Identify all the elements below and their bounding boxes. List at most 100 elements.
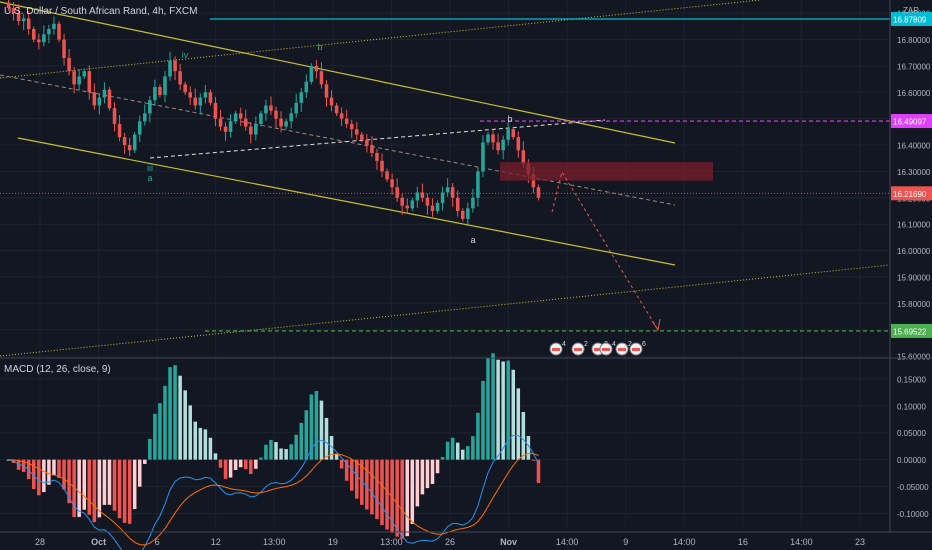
macd-histogram-bar	[339, 459, 344, 469]
candle-body	[183, 84, 187, 93]
candle-body	[506, 129, 510, 140]
candle-body	[102, 89, 107, 98]
candle-body	[132, 134, 137, 151]
candle-body	[77, 76, 81, 85]
macd-histogram-bar	[259, 457, 263, 460]
candle-body	[471, 197, 475, 209]
price-label: 16.87809	[893, 15, 927, 24]
x-tick-label: 6	[155, 537, 160, 547]
macd-histogram-bar	[284, 449, 288, 460]
candle-body	[47, 29, 51, 35]
event-marker-flag	[632, 348, 640, 351]
event-marker-count: 6	[642, 341, 646, 348]
x-tick-label: 16	[738, 537, 748, 547]
macd-histogram-bar	[400, 459, 404, 539]
channel-lower	[17, 137, 676, 266]
candle-body	[218, 118, 223, 127]
macd-histogram-bar	[168, 367, 172, 460]
macd-histogram-bar	[299, 422, 304, 460]
macd-histogram-bar	[208, 437, 213, 460]
candle-body	[57, 23, 61, 40]
macd-histogram-bar	[289, 444, 293, 460]
macd-histogram-bar	[344, 459, 349, 481]
candle-body	[314, 65, 319, 72]
candle-body	[21, 18, 26, 22]
macd-histogram-bar	[466, 446, 470, 460]
candle-body	[279, 118, 283, 127]
channel-outer-bottom	[0, 264, 891, 357]
macd-histogram-bar	[82, 459, 86, 510]
candle-body	[516, 137, 521, 151]
macd-histogram-bar	[198, 427, 203, 460]
candle-body	[203, 92, 208, 98]
candle-body	[107, 89, 112, 109]
macd-histogram-bar	[455, 442, 460, 460]
macd-histogram-bar	[87, 459, 92, 515]
candle-body	[536, 187, 541, 198]
candle-body	[440, 192, 445, 204]
candle-body	[42, 34, 46, 43]
event-marker-flag	[594, 348, 602, 351]
wave-label: iii	[147, 163, 153, 173]
price-label: 16.21690	[893, 190, 927, 199]
candle-body	[339, 113, 344, 119]
macd-histogram-bar	[329, 436, 334, 460]
macd-histogram-bar	[536, 459, 541, 483]
candle-body	[137, 121, 142, 135]
y-tick-label: 16.30000	[897, 168, 931, 177]
x-tick-label: 14:00	[673, 537, 696, 547]
candles	[6, 0, 541, 227]
wave-label: iv	[182, 50, 189, 60]
symbol-title[interactable]: U.S. Dollar / South African Rand, 4h, FX…	[4, 6, 198, 17]
candle-body	[158, 87, 162, 95]
candle-body	[289, 113, 293, 122]
candle-body	[143, 113, 147, 122]
trend-channels	[0, 0, 891, 357]
macd-histogram-bar	[410, 459, 415, 525]
candle-body	[511, 129, 516, 138]
candle-body	[415, 192, 420, 201]
candle-body	[329, 97, 334, 106]
macd-histogram-bar	[511, 369, 516, 460]
candle-body	[355, 129, 359, 135]
y-tick-label: 15.60000	[897, 353, 931, 362]
candle-body	[455, 197, 460, 211]
macd-title[interactable]: MACD (12, 26, close, 9)	[4, 364, 111, 375]
macd-histogram-bar	[228, 459, 233, 478]
candle-body	[37, 39, 41, 43]
candle-body	[178, 71, 182, 85]
price-label: 16.49097	[893, 118, 927, 127]
macd-histogram-bar	[183, 390, 187, 460]
macd-histogram-bar	[77, 459, 81, 518]
macd-tick-label: -0.05000	[897, 483, 929, 492]
macd-histogram-bar	[107, 459, 112, 505]
macd-histogram-bar	[42, 459, 46, 493]
macd-histogram-bar	[213, 453, 218, 460]
price-label-box	[891, 323, 932, 338]
macd-histogram-bar	[67, 459, 71, 504]
price-label-box	[891, 186, 932, 201]
candle-body	[334, 105, 339, 114]
candle-body	[274, 110, 278, 119]
candle-body	[26, 18, 31, 30]
candle-body	[491, 134, 495, 143]
macd-histogram-bar	[52, 459, 56, 476]
candle-body	[405, 205, 410, 209]
macd-tick-label: -0.10000	[897, 510, 929, 519]
macd-histogram-bar	[415, 459, 420, 507]
macd-histogram-bar	[163, 385, 167, 460]
macd-histogram-bar	[390, 459, 394, 533]
macd-histogram-bar	[471, 436, 475, 460]
macd-histogram-bar	[243, 459, 248, 470]
macd-tick-label: 0.10000	[897, 402, 926, 411]
channel-outer-top	[0, 0, 761, 79]
wave-label: a	[470, 235, 475, 245]
macd-histogram-bar	[102, 459, 107, 505]
macd-histogram-bar	[496, 359, 500, 460]
candle-body	[82, 71, 86, 77]
candle-body	[319, 71, 324, 85]
macd-tick-label: 0.15000	[897, 375, 926, 384]
candle-body	[476, 171, 480, 198]
